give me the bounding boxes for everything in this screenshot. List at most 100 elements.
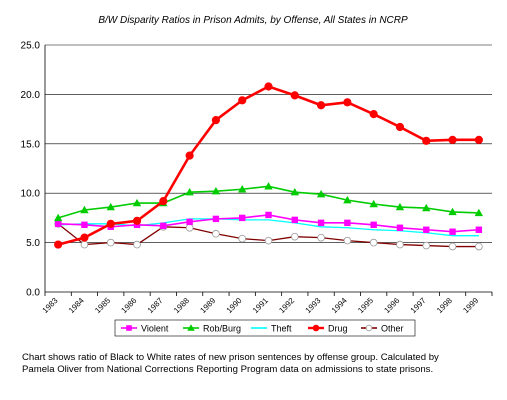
data-point <box>80 205 89 214</box>
legend-marker <box>312 324 320 332</box>
data-point <box>80 240 89 249</box>
data-point <box>80 233 89 242</box>
data-point <box>185 151 194 160</box>
data-point <box>264 82 273 91</box>
data-point <box>396 240 404 249</box>
y-tick-label: 20.0 <box>21 90 41 101</box>
x-tick-label: 1995 <box>356 296 375 315</box>
data-point <box>211 115 221 125</box>
x-tick-label: 1987 <box>146 296 165 315</box>
x-tick-label: 1994 <box>330 296 349 315</box>
y-tick-label: 15.0 <box>21 139 41 150</box>
legend-label: Theft <box>271 323 292 333</box>
data-point <box>475 242 483 251</box>
data-point <box>369 110 378 119</box>
legend-marker <box>126 325 132 331</box>
caption-line-2: Pamela Oliver from National Corrections … <box>22 364 434 375</box>
data-point <box>395 202 405 211</box>
y-tick-label: 10.0 <box>21 189 41 200</box>
data-point <box>316 101 326 110</box>
data-point <box>54 220 62 228</box>
data-point <box>239 214 246 222</box>
data-point <box>81 221 88 229</box>
legend-item: Theft <box>251 323 292 333</box>
chart-caption: Chart shows ratio of Black to White rate… <box>22 352 492 376</box>
data-point <box>133 240 141 249</box>
data-point <box>185 188 194 196</box>
data-point <box>317 233 325 242</box>
data-point <box>264 182 273 190</box>
series-drug <box>54 82 483 249</box>
data-point <box>212 229 220 238</box>
data-point <box>474 135 483 144</box>
series-violent <box>54 211 483 235</box>
data-point <box>395 122 405 132</box>
data-point <box>448 207 457 216</box>
data-point <box>290 91 299 100</box>
y-tick-label: 25.0 <box>21 41 41 52</box>
data-point <box>422 241 431 250</box>
chart-title: B/W Disparity Ratios in Prison Admits, b… <box>98 15 408 26</box>
data-point <box>238 185 247 193</box>
data-point <box>53 213 63 222</box>
x-tick-label: 1993 <box>304 296 323 315</box>
x-tick-label: 1997 <box>409 296 428 315</box>
data-point <box>54 240 63 249</box>
data-point <box>448 242 457 251</box>
data-point <box>290 232 299 241</box>
data-point <box>423 226 430 233</box>
grid <box>45 44 492 243</box>
data-point <box>422 136 431 145</box>
data-point <box>132 198 142 207</box>
x-tick-label: 1991 <box>251 296 270 315</box>
data-point <box>159 197 168 206</box>
y-tick-label: 5.0 <box>26 238 40 249</box>
x-tick-label: 1996 <box>382 296 401 315</box>
series-rob-burg <box>53 182 484 222</box>
legend-label: Rob/Burg <box>203 323 241 333</box>
legend: Violent Rob/Burg Theft Drug Other <box>114 319 416 337</box>
series-other <box>54 220 483 251</box>
data-point <box>422 203 431 212</box>
data-point <box>211 187 221 195</box>
data-point <box>264 236 273 245</box>
y-tick-label: 0.0 <box>26 288 40 299</box>
x-tick-label: 1986 <box>119 296 138 315</box>
legend-item: Drug <box>308 323 348 333</box>
data-point <box>160 222 167 230</box>
data-point <box>185 223 194 232</box>
legend-item: Other <box>361 323 404 333</box>
x-tick-label: 1985 <box>93 296 112 315</box>
legend-marker <box>365 324 373 332</box>
data-point <box>238 96 247 105</box>
data-point <box>369 238 378 247</box>
data-point <box>212 215 220 223</box>
axes: 0.0 5.0 10.0 15.0 20.0 25.0 1983 1984 1985 1986 19… <box>21 41 493 315</box>
data-point <box>317 219 325 227</box>
data-point <box>343 195 352 204</box>
data-point <box>370 221 377 229</box>
data-point <box>291 216 298 224</box>
data-point <box>343 236 352 245</box>
data-point <box>448 135 457 144</box>
data-point <box>369 199 378 208</box>
x-tick-label: 1999 <box>461 296 480 315</box>
x-tick-label: 1988 <box>172 296 191 315</box>
legend-label: Other <box>381 323 404 333</box>
data-point <box>290 188 299 196</box>
data-point <box>186 218 193 226</box>
legend-marker <box>187 324 195 331</box>
data-point <box>475 226 483 233</box>
caption-line-1: Chart shows ratio of Black to White rate… <box>22 352 439 363</box>
legend-label: Violent <box>141 323 169 333</box>
x-tick-label: 1998 <box>435 296 454 315</box>
legend-label: Drug <box>328 323 348 333</box>
data-point <box>106 238 115 247</box>
data-point <box>132 216 142 225</box>
data-point <box>106 202 115 211</box>
data-point <box>265 211 272 219</box>
x-tick-label: 1989 <box>198 296 217 315</box>
series <box>53 82 484 251</box>
x-tick-label: 1992 <box>277 296 296 315</box>
